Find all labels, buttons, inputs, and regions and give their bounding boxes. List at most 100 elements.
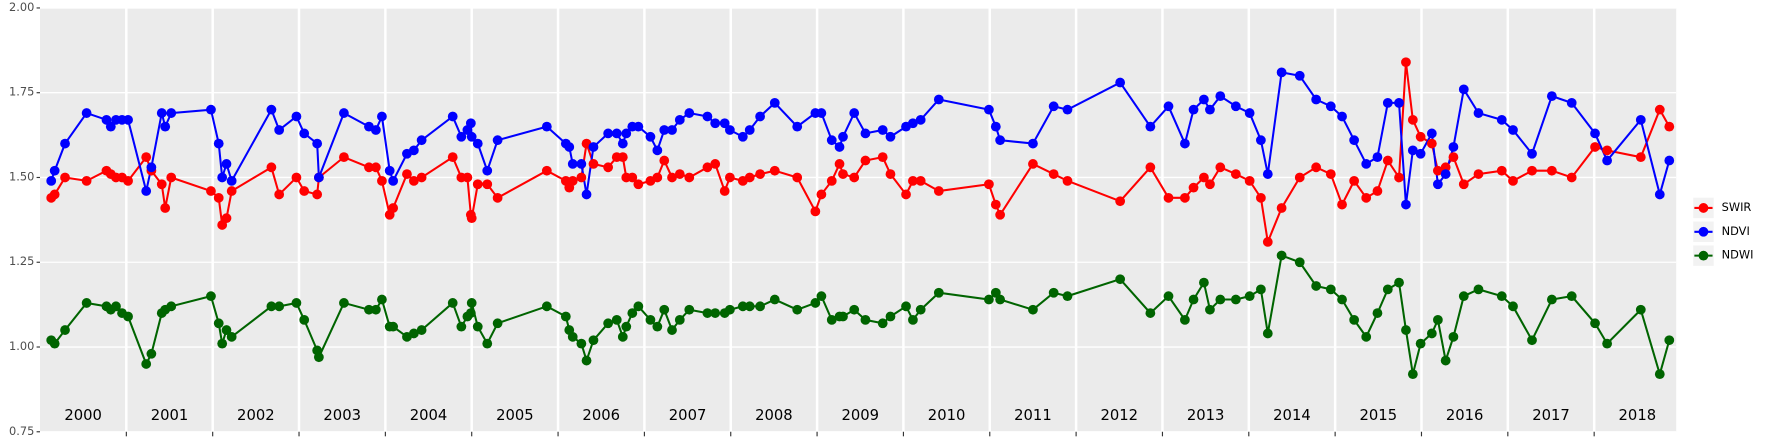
point xyxy=(755,301,765,312)
point xyxy=(1325,169,1336,179)
point xyxy=(416,135,427,146)
point xyxy=(1188,294,1199,305)
point xyxy=(160,121,171,132)
point xyxy=(1145,308,1156,318)
point xyxy=(1349,314,1360,325)
point xyxy=(1145,121,1156,132)
point xyxy=(1205,304,1215,315)
point xyxy=(1361,192,1372,203)
point xyxy=(810,298,821,308)
point xyxy=(860,155,871,166)
point xyxy=(1115,274,1126,285)
point xyxy=(826,175,837,186)
year-label: 2001 xyxy=(151,407,189,424)
point xyxy=(466,298,477,308)
point xyxy=(1426,128,1437,139)
point xyxy=(312,138,323,149)
point xyxy=(769,165,780,176)
point xyxy=(384,165,395,176)
point xyxy=(1028,159,1038,169)
point xyxy=(291,111,302,122)
point xyxy=(737,301,748,312)
point xyxy=(667,172,677,183)
point xyxy=(291,172,302,183)
point xyxy=(1205,104,1215,115)
point xyxy=(1654,189,1665,200)
point xyxy=(674,314,685,325)
point xyxy=(1394,98,1404,108)
point xyxy=(482,165,493,176)
point xyxy=(1294,257,1305,268)
point xyxy=(81,175,92,186)
point xyxy=(166,301,177,312)
year-label: 2012 xyxy=(1100,407,1138,424)
point xyxy=(1546,294,1557,305)
point xyxy=(995,135,1006,146)
point xyxy=(1361,159,1372,169)
point xyxy=(581,189,592,200)
point xyxy=(1458,84,1469,95)
point xyxy=(567,331,578,342)
y-tick-label: 1.25 xyxy=(9,254,34,268)
point xyxy=(603,128,614,139)
point xyxy=(1294,172,1305,183)
point xyxy=(313,352,324,363)
point xyxy=(1062,104,1073,115)
point xyxy=(1473,284,1484,295)
point xyxy=(1415,338,1426,349)
point xyxy=(684,172,695,183)
legend-point xyxy=(1698,226,1709,237)
point xyxy=(1602,338,1613,349)
point xyxy=(377,111,387,122)
point xyxy=(627,308,638,318)
point xyxy=(274,125,285,135)
point xyxy=(849,108,860,118)
point xyxy=(1440,169,1451,179)
point xyxy=(472,138,483,149)
point xyxy=(60,172,70,183)
point xyxy=(885,311,896,322)
point xyxy=(1115,196,1126,207)
point xyxy=(908,314,918,325)
point xyxy=(1215,162,1226,173)
panel-background xyxy=(39,7,1677,432)
point xyxy=(1448,331,1459,342)
point xyxy=(221,159,232,169)
point xyxy=(1199,277,1209,288)
point xyxy=(885,131,896,142)
series-line xyxy=(50,62,1671,246)
point xyxy=(674,114,685,125)
point xyxy=(1262,169,1273,179)
year-label: 2013 xyxy=(1187,407,1225,424)
point xyxy=(1325,101,1336,112)
point xyxy=(633,121,644,132)
point xyxy=(1062,175,1073,186)
point xyxy=(46,175,57,186)
point xyxy=(492,192,503,203)
point xyxy=(299,314,310,325)
point xyxy=(877,318,888,329)
point xyxy=(166,108,177,118)
point xyxy=(1372,308,1383,318)
year-label: 2006 xyxy=(582,407,620,424)
point xyxy=(995,294,1006,305)
point xyxy=(1255,284,1266,295)
point xyxy=(492,318,503,329)
point xyxy=(1432,179,1443,190)
point xyxy=(462,172,473,183)
point xyxy=(1458,291,1469,302)
point xyxy=(1407,145,1418,156)
point xyxy=(447,111,458,122)
point xyxy=(416,172,427,183)
point xyxy=(492,135,503,146)
point xyxy=(1654,104,1665,115)
point xyxy=(1664,335,1675,346)
point xyxy=(141,152,152,163)
point xyxy=(217,172,228,183)
point xyxy=(564,142,575,152)
point xyxy=(755,111,765,122)
point xyxy=(447,298,458,308)
year-label: 2016 xyxy=(1446,407,1484,424)
point xyxy=(744,125,755,135)
point xyxy=(213,318,224,329)
